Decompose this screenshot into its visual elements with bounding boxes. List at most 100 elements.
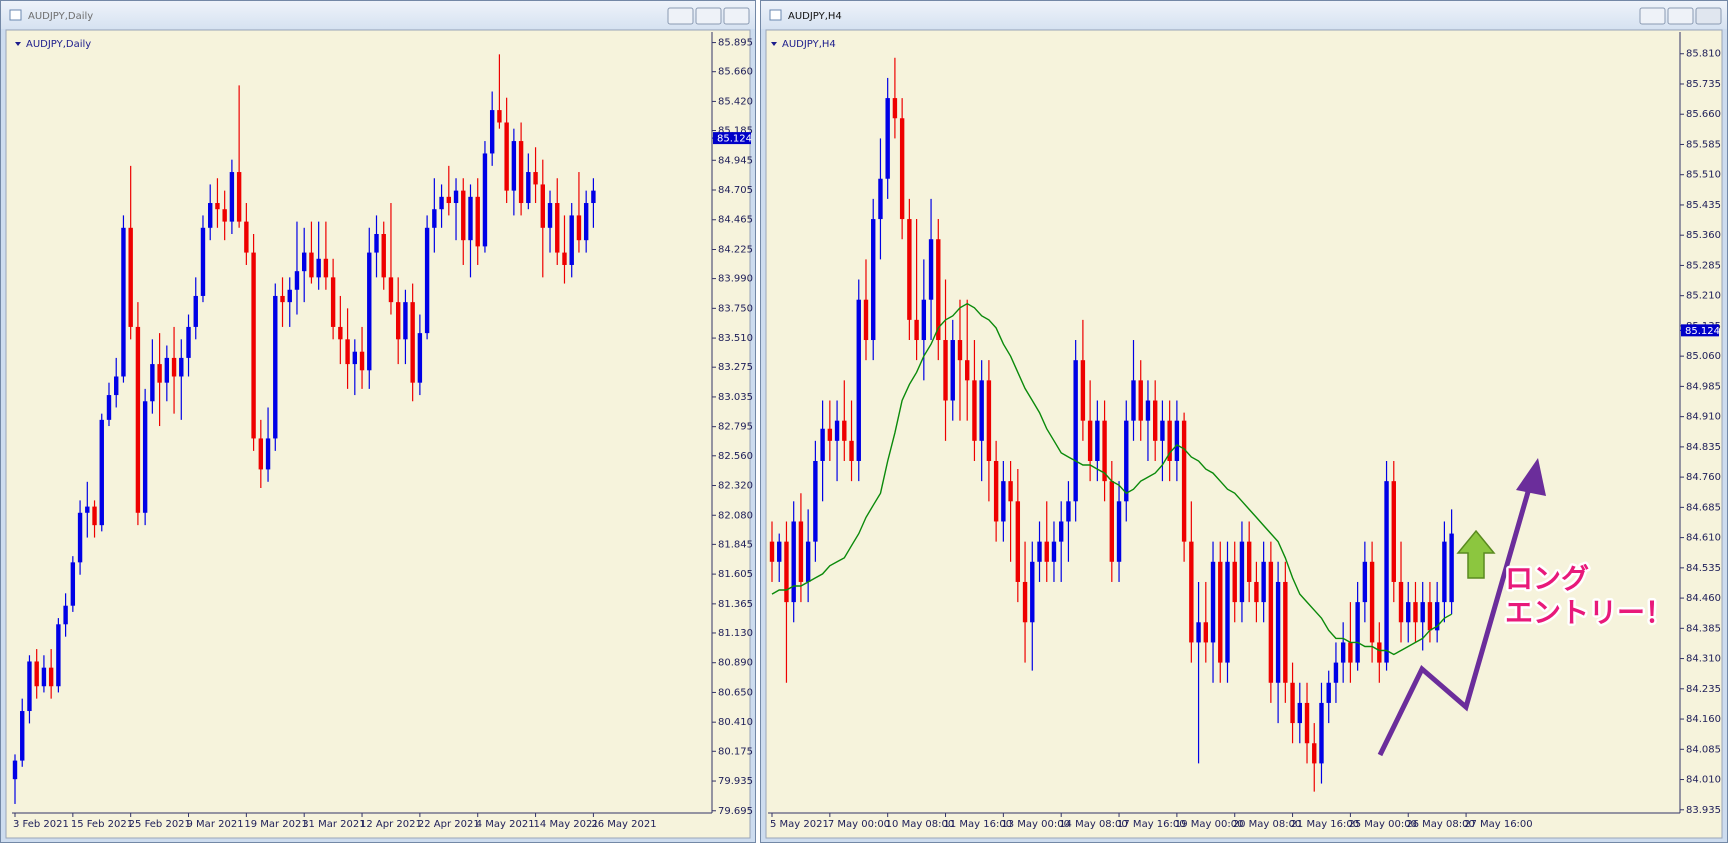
candle-body <box>12 760 18 780</box>
window-title: AUDJPY,H4 <box>788 11 842 22</box>
chart-label: AUDJPY,Daily <box>26 39 91 50</box>
candle-body <box>338 326 343 340</box>
x-tick-label: 14 May 2021 <box>534 819 599 830</box>
candle-body <box>849 440 854 461</box>
close-button[interactable] <box>723 7 750 25</box>
candle-body <box>950 340 955 401</box>
candle-body <box>1377 642 1382 663</box>
candle-body <box>1218 561 1223 663</box>
maximize-button[interactable] <box>1667 7 1694 25</box>
x-tick-label: 14 May 08:00 <box>1059 819 1128 830</box>
candle-body <box>1333 662 1339 683</box>
window-icon <box>769 9 782 21</box>
y-tick-label: 83.750 <box>718 303 753 314</box>
candle-body <box>330 277 336 327</box>
candle-body <box>511 141 517 191</box>
y-tick-label: 85.660 <box>1686 109 1721 120</box>
candle-body <box>157 364 162 383</box>
candle-body <box>1442 541 1447 603</box>
candle-body <box>1124 420 1129 502</box>
candle-body <box>323 258 329 278</box>
candle-body <box>352 351 358 365</box>
close-button[interactable] <box>1695 7 1722 25</box>
candle-body <box>827 428 833 441</box>
candle-body <box>583 203 589 241</box>
title-bar <box>1 1 755 29</box>
price-label: 85.124 <box>1685 326 1720 337</box>
annotation-text: エントリー！ <box>1505 596 1673 629</box>
candle-body <box>1030 561 1035 623</box>
candle-body <box>475 196 480 247</box>
candle-body <box>1022 581 1028 623</box>
candle-body <box>921 299 927 341</box>
y-tick-label: 84.385 <box>1686 623 1721 634</box>
candle-body <box>1254 581 1259 603</box>
candle-body <box>1051 541 1057 562</box>
y-tick-label: 85.060 <box>1686 351 1721 362</box>
up-arrow-icon <box>1456 529 1496 579</box>
candle-body <box>236 172 242 222</box>
y-tick-label: 79.695 <box>718 806 753 817</box>
y-tick-label: 84.760 <box>1686 472 1721 483</box>
candle-body <box>114 376 119 396</box>
x-tick-label: 7 May 00:00 <box>828 819 890 830</box>
candle-body <box>121 227 126 377</box>
y-tick-label: 85.585 <box>1686 139 1721 150</box>
candle-body <box>547 203 553 228</box>
y-tick-label: 81.605 <box>718 569 753 580</box>
candle-body <box>388 277 394 303</box>
y-tick-label: 85.435 <box>1686 200 1721 211</box>
candle-body <box>965 360 970 381</box>
candle-body <box>1073 360 1078 502</box>
y-tick-label: 81.130 <box>718 628 753 639</box>
candle-body <box>805 541 811 582</box>
candle-body <box>899 118 905 220</box>
candle-body <box>820 428 825 461</box>
y-tick-label: 85.210 <box>1686 291 1721 302</box>
y-tick-label: 82.080 <box>718 510 753 521</box>
candle-body <box>885 98 890 179</box>
candle-body <box>294 271 300 290</box>
minimize-button[interactable] <box>1639 7 1666 25</box>
minimize-button[interactable] <box>667 7 694 25</box>
candle-body <box>957 340 963 361</box>
chart-menu-arrow[interactable] <box>15 42 21 46</box>
candle-body <box>1116 501 1122 562</box>
candle-body <box>1290 682 1295 724</box>
candle-body <box>1261 561 1266 603</box>
candle-body <box>1131 380 1136 421</box>
candle-body <box>258 438 264 470</box>
y-tick-label: 84.160 <box>1686 714 1721 725</box>
candle-body <box>986 380 992 461</box>
candle-body <box>410 302 415 383</box>
candle-body <box>56 624 61 687</box>
candle-body <box>77 512 83 563</box>
x-tick-label: 10 May 08:00 <box>886 819 955 830</box>
candle-body <box>359 351 365 371</box>
candle-body <box>936 239 941 341</box>
candle-body <box>92 506 97 526</box>
candle-body <box>367 252 372 371</box>
y-tick-label: 82.795 <box>718 422 753 433</box>
candle-body <box>1326 682 1331 703</box>
y-tick-label: 85.895 <box>718 38 753 49</box>
y-tick-label: 85.285 <box>1686 260 1721 271</box>
candle-body <box>446 196 451 204</box>
chart-area <box>765 29 1723 839</box>
x-tick-label: 5 May 2021 <box>770 819 829 830</box>
candle-body <box>777 541 782 562</box>
candle-body <box>1181 420 1187 542</box>
candle-body <box>928 239 934 300</box>
x-tick-label: 20 May 08:00 <box>1233 819 1302 830</box>
x-tick-label: 15 Feb 2021 <box>71 819 133 830</box>
y-tick-label: 82.560 <box>718 451 753 462</box>
y-tick-label: 84.985 <box>1686 381 1721 392</box>
candle-body <box>856 299 861 461</box>
candle-body <box>1109 481 1115 562</box>
maximize-button[interactable] <box>695 7 722 25</box>
chart-menu-arrow[interactable] <box>771 42 777 46</box>
candle-body <box>1044 541 1049 562</box>
candle-body <box>1304 702 1310 744</box>
price-label: 85.124 <box>717 134 752 145</box>
candle-body <box>834 420 840 441</box>
